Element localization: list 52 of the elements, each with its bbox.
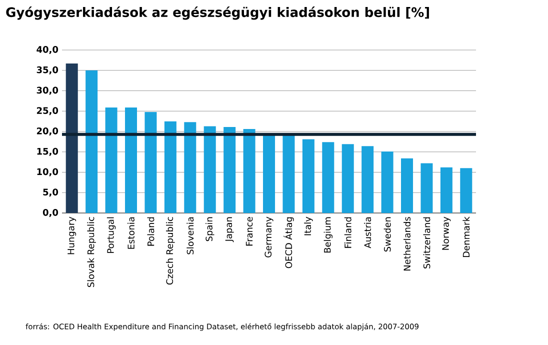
bar xyxy=(184,122,196,213)
bar xyxy=(263,134,276,213)
x-tick-label: Germany xyxy=(264,216,274,258)
bar xyxy=(105,107,118,213)
y-tick-label: 0,0 xyxy=(42,209,58,217)
bar xyxy=(381,151,394,213)
bar xyxy=(460,168,472,213)
y-tick-label: 30,0 xyxy=(36,86,58,95)
bar xyxy=(86,70,98,213)
x-tick-label: Sweden xyxy=(384,217,391,252)
x-tick-label: Netherlands xyxy=(404,216,410,271)
bar xyxy=(144,112,157,213)
y-tick-label: 5,0 xyxy=(43,188,58,197)
bar xyxy=(362,146,374,213)
x-tick-label: Norway xyxy=(442,216,451,250)
bar xyxy=(224,127,236,213)
x-tick-label: Belgium xyxy=(324,217,332,253)
x-tick-label: Poland xyxy=(147,217,154,246)
y-tick-label: 20,0 xyxy=(36,128,58,136)
x-tick-label: Hungary xyxy=(68,216,76,254)
bar xyxy=(322,142,334,213)
x-tick-label: Estonia xyxy=(128,217,134,249)
x-tick-label: Finland xyxy=(344,217,352,248)
x-tick-label: OECD Átlag xyxy=(284,217,294,268)
bar xyxy=(66,63,78,213)
x-tick-label: Austria xyxy=(364,217,372,248)
y-tick-label: 15,0 xyxy=(37,148,58,156)
x-tick-label: Slovenia xyxy=(186,217,194,254)
bar xyxy=(125,107,137,213)
bar xyxy=(401,158,414,213)
bar xyxy=(342,144,354,213)
x-tick-label: Portugal xyxy=(106,217,116,253)
bar xyxy=(282,134,295,213)
y-tick-label: 10,0 xyxy=(37,168,58,176)
bar xyxy=(420,163,433,213)
x-tick-label: France xyxy=(246,216,253,246)
x-tick-label: Spain xyxy=(206,217,214,242)
y-tick-label: 35,0 xyxy=(36,66,58,74)
x-tick-label: Switzerland xyxy=(423,217,430,268)
y-tick-label: 25,0 xyxy=(36,107,58,116)
x-tick-label: Italy xyxy=(304,216,313,236)
bar xyxy=(243,129,256,213)
x-tick-label: Slovak Republic xyxy=(87,217,96,288)
bar xyxy=(164,121,176,213)
bar xyxy=(302,139,314,213)
bar xyxy=(440,167,452,213)
x-tick-label: Czech Republic xyxy=(166,217,175,285)
y-tick-label: 40,0 xyxy=(36,46,58,54)
x-tick-label: Denmark xyxy=(462,216,470,258)
bar xyxy=(204,126,216,213)
x-tick-label: Japan xyxy=(225,217,234,242)
chart-title: Gyógyszerkiadások az egészségügyi kiadásokon belül [%] xyxy=(6,6,429,20)
